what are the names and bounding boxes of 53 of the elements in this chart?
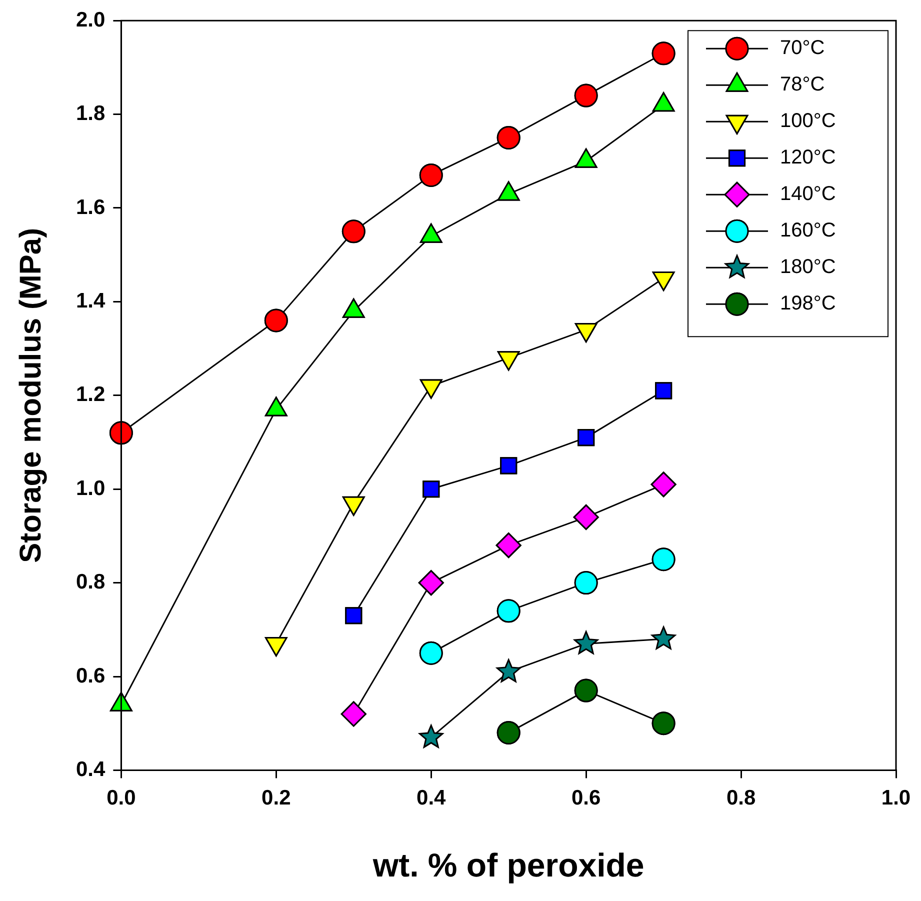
legend-label: 70°C [780, 37, 825, 60]
point [573, 504, 599, 530]
point [574, 678, 598, 702]
x-tick-label: 1.0 [881, 786, 911, 810]
x-tick-label: 0.2 [262, 786, 291, 810]
point [418, 724, 444, 748]
point [496, 532, 522, 558]
point [574, 630, 598, 654]
point [500, 457, 518, 474]
point [655, 382, 672, 400]
legend-label: 140°C [780, 183, 836, 206]
y-tick-label: 1.8 [76, 102, 106, 126]
point [652, 548, 676, 572]
point [574, 571, 598, 595]
x-tick-label: 0.6 [571, 786, 601, 810]
y-tick-label: 0.4 [76, 758, 106, 781]
legend-label: 100°C [780, 110, 836, 132]
point [496, 126, 520, 150]
point [578, 429, 595, 446]
y-tick-label: 0.8 [76, 570, 106, 594]
x-axis-title: wt. % of peroxide [372, 846, 644, 884]
point [419, 641, 443, 665]
point [418, 570, 444, 596]
y-axis-title: Storage modulus (MPa) [14, 228, 48, 563]
point [496, 599, 520, 623]
legend-label: 160°C [780, 220, 836, 242]
y-tick-label: 1.4 [76, 289, 106, 312]
point [650, 472, 676, 498]
y-tick-label: 1.6 [76, 196, 106, 219]
point [342, 220, 366, 244]
point [109, 421, 133, 445]
point [496, 659, 521, 682]
legend-label: 78°C [780, 74, 825, 96]
point [264, 308, 288, 332]
x-tick-label: 0.0 [106, 786, 136, 810]
point [422, 480, 440, 498]
point [574, 84, 598, 108]
y-tick-label: 0.6 [76, 664, 106, 688]
point [652, 712, 676, 736]
legend-label: 180°C [780, 256, 836, 278]
x-tick-label: 0.8 [726, 786, 756, 810]
point [652, 42, 676, 66]
point [340, 701, 366, 727]
point [419, 163, 443, 187]
legend-label: 198°C [780, 292, 836, 315]
y-tick-label: 2.0 [76, 8, 106, 32]
y-tick-label: 1.2 [76, 383, 106, 406]
point [345, 607, 362, 624]
point [651, 626, 676, 650]
point [496, 720, 520, 744]
legend-label: 120°C [780, 146, 836, 169]
y-tick-label: 1.0 [76, 476, 106, 500]
x-tick-label: 0.4 [416, 786, 446, 810]
